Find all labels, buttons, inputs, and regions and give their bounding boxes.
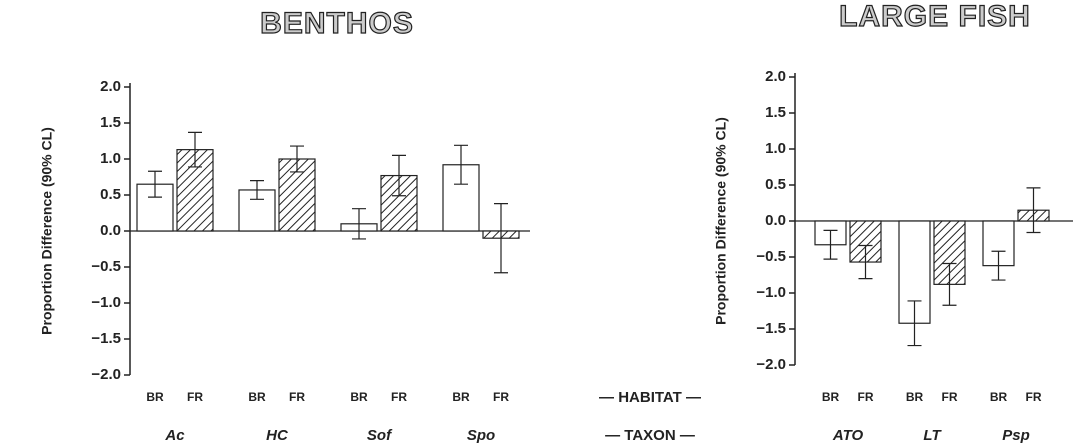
taxon-label: Spo [467,427,495,444]
y-tick-label: 0.0 [100,222,121,239]
y-tick-label: 2.0 [765,68,786,85]
taxon-label: LT [923,427,942,444]
habitat-tick-label: FR [391,390,407,404]
error-bar [352,208,366,240]
y-tick-label: −1.0 [91,294,121,311]
y-axis-label: Proportion Difference (90% CL) [39,127,55,335]
error-bar [494,203,508,274]
y-tick-label: −0.5 [91,258,121,275]
habitat-tick-label: BR [350,390,368,404]
y-tick-label: −2.0 [91,366,121,383]
error-bar [250,180,264,200]
habitat-tick-label: FR [1026,390,1042,404]
habitat-tick-label: FR [493,390,509,404]
habitat-tick-label: FR [289,390,305,404]
habitat-tick-label: BR [906,390,924,404]
chart-title: BENTHOS [260,7,414,40]
y-tick-label: 1.0 [765,140,786,157]
y-tick-label: 2.0 [100,78,121,95]
habitat-tick-label: BR [248,390,266,404]
y-tick-label: 1.0 [100,150,121,167]
y-tick-label: 0.0 [765,212,786,229]
y-tick-label: 1.5 [765,104,786,121]
error-bar [290,145,304,173]
y-tick-label: −0.5 [756,248,786,265]
taxon-label: Ac [164,427,185,444]
error-bar [392,154,406,197]
error-bar [858,244,873,280]
y-tick-label: 0.5 [765,176,786,193]
habitat-tick-label: FR [858,390,874,404]
y-axis-label: Proportion Difference (90% CL) [713,117,729,325]
y-tick-label: −2.0 [756,356,786,373]
y-tick-label: −1.5 [756,320,786,337]
error-bar [1026,187,1041,234]
error-bar [991,250,1006,281]
error-bar [907,300,922,347]
error-bar [823,229,838,260]
taxon-label: HC [266,427,289,444]
y-tick-label: 0.5 [100,186,121,203]
habitat-tick-label: BR [990,390,1008,404]
taxon-label: Sof [367,427,393,444]
taxon-label: — TAXON — [605,427,695,444]
error-bar [148,170,162,198]
bar [278,158,316,232]
habitat-tick-label: FR [942,390,958,404]
chart-title: LARGE FISH [839,0,1031,33]
error-bar [454,144,468,185]
habitat-tick-label: BR [822,390,840,404]
habitat-tick-label: BR [146,390,164,404]
error-bar [188,131,202,168]
y-tick-label: 1.5 [100,114,121,131]
error-bar [942,262,957,306]
taxon-label: ATO [832,427,864,444]
habitat-tick-label: BR [452,390,470,404]
habitat-label: — HABITAT — [599,389,701,406]
taxon-label: Psp [1002,427,1030,444]
habitat-tick-label: FR [187,390,203,404]
y-tick-label: −1.5 [91,330,121,347]
y-tick-label: −1.0 [756,284,786,301]
